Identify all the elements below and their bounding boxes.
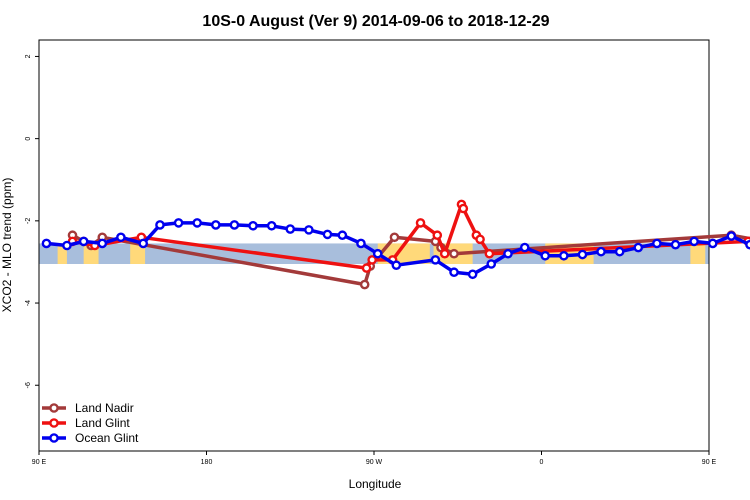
legend-swatch-marker bbox=[49, 433, 59, 443]
ocean-glint-point bbox=[391, 260, 402, 271]
ocean-glint-point bbox=[62, 240, 72, 251]
y-tick-label: 2 bbox=[25, 54, 32, 58]
x-tick-label: 180 bbox=[201, 459, 213, 466]
land-glint-point bbox=[415, 218, 426, 228]
land-segment bbox=[130, 243, 146, 264]
ocean-glint-point bbox=[633, 242, 644, 253]
ocean-glint-point bbox=[372, 248, 383, 259]
legend-item-land-nadir: Land Nadir bbox=[42, 401, 134, 415]
legend-label: Ocean Glint bbox=[75, 431, 139, 445]
y-tick-label: -2 bbox=[25, 218, 32, 224]
land-glint-point bbox=[432, 230, 443, 241]
ocean-glint-point bbox=[596, 246, 606, 257]
y-axis-label: XCO2 - MLO trend (ppm) bbox=[0, 178, 14, 313]
ocean-glint-point bbox=[652, 238, 662, 249]
y-tick-label: -4 bbox=[25, 300, 32, 306]
ocean-glint-point bbox=[266, 220, 277, 231]
ocean-glint-point bbox=[519, 242, 530, 253]
land-glint-point bbox=[484, 248, 495, 259]
legend-swatch-marker bbox=[49, 403, 59, 413]
ocean-glint-point bbox=[356, 238, 366, 249]
ocean-glint-point bbox=[577, 249, 588, 260]
series-land-glint bbox=[67, 199, 750, 273]
ocean-glint-point bbox=[41, 238, 52, 249]
land-glint-line bbox=[72, 202, 750, 270]
ocean-glint-point bbox=[97, 238, 108, 249]
ocean-glint-point bbox=[211, 220, 221, 230]
y-tick-label: -6 bbox=[25, 382, 32, 388]
ocean-glint-point bbox=[138, 238, 149, 249]
ocean-glint-point bbox=[689, 236, 699, 247]
chart-title: 10S-0 August (Ver 9) 2014-09-06 to 2018-… bbox=[202, 13, 549, 30]
ocean-glint-point bbox=[467, 269, 478, 280]
ocean-glint-point bbox=[322, 229, 333, 240]
ocean-glint-point bbox=[173, 218, 184, 228]
ocean-glint-point bbox=[116, 232, 126, 243]
land-segment bbox=[57, 243, 67, 264]
legend-label: Land Nadir bbox=[75, 401, 134, 415]
ocean-glint-point bbox=[192, 218, 202, 228]
ocean-glint-point bbox=[670, 239, 681, 250]
ocean-glint-point bbox=[449, 267, 459, 278]
x-tick-label: 90 W bbox=[366, 459, 383, 466]
ocean-glint-point bbox=[155, 220, 165, 230]
land-glint-point bbox=[439, 248, 450, 259]
ocean-glint-point bbox=[304, 225, 314, 235]
ocean-glint-point bbox=[707, 238, 718, 249]
legend-item-ocean-glint: Ocean Glint bbox=[42, 431, 139, 445]
ocean-glint-point bbox=[614, 246, 625, 257]
x-tick-label: 90 E bbox=[32, 459, 47, 466]
land-nadir-point bbox=[359, 279, 370, 290]
legend-item-land-glint: Land Glint bbox=[42, 416, 130, 430]
legend-label: Land Glint bbox=[75, 416, 130, 430]
ocean-glint-point bbox=[78, 236, 89, 247]
y-tick-label: 0 bbox=[25, 137, 32, 141]
land-glint-point bbox=[475, 234, 485, 245]
ocean-glint-point bbox=[248, 220, 258, 231]
land-segment bbox=[690, 243, 706, 264]
ocean-glint-point bbox=[726, 231, 737, 241]
land-glint-point bbox=[458, 203, 469, 214]
ocean-glint-point bbox=[229, 220, 240, 230]
ocean-glint-point bbox=[337, 230, 348, 241]
ocean-glint-point bbox=[559, 250, 569, 261]
ocean-glint-point bbox=[430, 255, 441, 265]
ocean-glint-point bbox=[745, 239, 750, 250]
ocean-glint-point bbox=[503, 248, 513, 259]
x-tick-label: 90 E bbox=[702, 459, 717, 466]
ocean-glint-point bbox=[285, 224, 296, 234]
x-axis-label: Longitude bbox=[349, 477, 402, 491]
legend-swatch-marker bbox=[49, 418, 59, 428]
ocean-glint-point bbox=[486, 259, 497, 269]
land-nadir-point bbox=[449, 248, 459, 259]
land-glint-point bbox=[367, 255, 377, 265]
land-glint-point bbox=[361, 263, 372, 273]
ocean-glint-point bbox=[540, 250, 551, 261]
x-tick-label: 0 bbox=[540, 459, 544, 466]
land-nadir-point bbox=[389, 232, 400, 243]
